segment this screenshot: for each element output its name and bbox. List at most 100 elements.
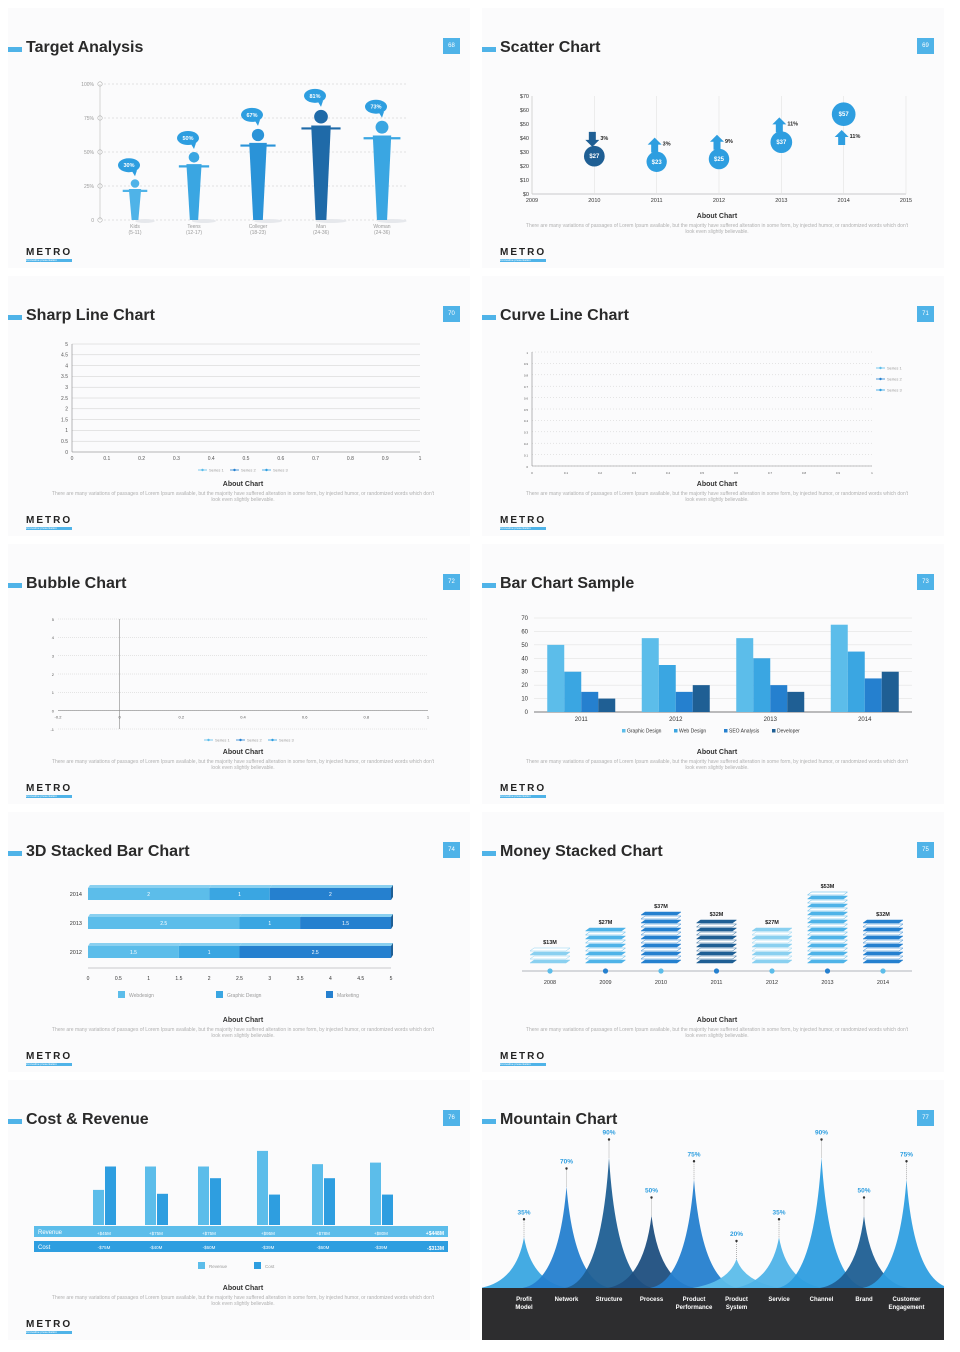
y-tick-label: 2 — [52, 672, 55, 677]
y-tick-label: 0.1 — [524, 453, 529, 457]
y-tick-label: 0.6 — [524, 396, 529, 400]
value-label: $53M — [821, 884, 835, 890]
slide-number: 70 — [443, 306, 460, 322]
x-tick-label: 2008 — [544, 980, 556, 986]
money-bill — [751, 959, 793, 964]
metro-logo: METRO innovative presentation — [500, 1051, 547, 1066]
percent-bubble — [241, 107, 263, 122]
about-chart-text: There are many variations of passages of… — [525, 491, 909, 503]
about-chart-text: There are many variations of passages of… — [51, 1027, 435, 1039]
y-tick-label: 40 — [521, 656, 528, 662]
x-tick-label: 5 — [390, 976, 393, 982]
y-tick-label: 2012 — [70, 950, 82, 956]
percent-bubble — [118, 158, 140, 173]
money-bill — [695, 935, 738, 940]
revenue-bar — [312, 1164, 323, 1225]
body — [311, 125, 331, 220]
value-label: $37M — [654, 904, 668, 910]
category-range: (5-11) — [129, 230, 142, 236]
x-tick-label: 0.6 — [734, 471, 739, 475]
body — [128, 189, 142, 220]
segment-label: 2.5 — [160, 921, 167, 927]
y-tick-label: 0.8 — [524, 374, 529, 378]
legend-label: Series 1 — [887, 366, 902, 371]
about-chart-text: There are many variations of passages of… — [525, 759, 909, 771]
category-label: Channel — [809, 1297, 834, 1303]
revenue-value: +$80M — [374, 1231, 388, 1236]
category-label: Product Performance — [675, 1297, 713, 1311]
x-tick-label: 2012 — [669, 717, 683, 723]
y-tick-label: $20 — [520, 164, 529, 170]
slide-number: 73 — [917, 574, 934, 590]
x-tick-label: 4.5 — [357, 976, 364, 982]
legend-label: Web Design — [679, 729, 706, 735]
legend-swatch — [254, 1262, 261, 1269]
arrow-down-icon — [585, 131, 600, 147]
value-label: $27M — [599, 920, 613, 926]
y-tick-label: 0 — [91, 218, 94, 224]
category-label: Product System — [725, 1297, 748, 1311]
slide-title: Mountain Chart — [500, 1111, 618, 1128]
mountain-peak — [607, 1215, 696, 1288]
head — [188, 152, 200, 163]
money-bill — [584, 935, 627, 940]
bar-segment — [300, 917, 391, 929]
y-tick-label: 0.5 — [61, 439, 68, 445]
title-accent-bar — [8, 47, 22, 52]
head — [375, 120, 389, 134]
arrow-up-icon — [710, 134, 724, 150]
money-bill — [640, 943, 682, 948]
money-bill — [640, 931, 682, 936]
y-tick-label: 1 — [526, 351, 528, 355]
legend-label: Cost — [265, 1264, 275, 1269]
change-label: 3% — [600, 136, 608, 142]
scatter-point — [583, 145, 605, 167]
y-tick-label: 1 — [52, 690, 55, 695]
money-bill — [862, 939, 904, 944]
segment-label: 2 — [329, 892, 332, 898]
revenue-bar — [370, 1162, 381, 1225]
percent-bubble — [177, 131, 199, 145]
percent-label: 50% — [182, 136, 193, 142]
about-chart-text: There are many variations of passages of… — [51, 1295, 435, 1307]
percent-label: 30% — [123, 163, 134, 169]
segment-label: 2.5 — [312, 950, 319, 956]
legend-swatch — [724, 729, 728, 733]
mountain-chart: 35% 70% 90% 50% 75% 20% 35% 90% 50% 75% — [482, 1130, 944, 1288]
category-label: Kids — [130, 224, 140, 230]
y-tick-label: 0 — [52, 708, 55, 713]
cost-value: -$39M — [262, 1245, 275, 1250]
peak-marker — [522, 1218, 526, 1221]
title-accent-bar — [8, 315, 22, 320]
point-label: $23 — [652, 160, 663, 166]
x-tick-label: 1 — [419, 456, 422, 462]
x-tick-label: 2011 — [651, 198, 663, 204]
x-tick-label: 1 — [147, 976, 150, 982]
money-bill — [584, 951, 627, 956]
metro-logo: METRO innovative presentation — [26, 247, 73, 262]
cost-value: -$39M — [375, 1245, 388, 1250]
category-range: (18-23) — [250, 230, 266, 236]
person-silhouette — [178, 152, 217, 223]
cost-value: -$60M — [203, 1245, 216, 1250]
x-tick-label: 2012 — [766, 980, 778, 986]
category-range: (24-36) — [374, 230, 390, 236]
mountain-peak — [565, 1157, 653, 1288]
bar — [770, 685, 788, 712]
cost-total: -$313M — [427, 1246, 444, 1252]
y-tick-label: $30 — [520, 150, 529, 156]
slide-3d-stacked-bar-chart: 3D Stacked Bar Chart 74 2014 2 1 2 2013 2.5 1 1… — [8, 812, 470, 1072]
slide-number: 77 — [917, 1110, 934, 1126]
person-silhouette — [301, 109, 347, 223]
x-tick-label: 3.5 — [297, 976, 304, 982]
bar-chart-sample: 70 60 50 40 30 20 10 0 2011 2012 2013 2014 Graphic D… — [521, 616, 912, 735]
metro-logo: METRO innovative presentation — [26, 783, 73, 798]
about-chart-title: About Chart — [222, 481, 264, 488]
legend-label: Graphic Design — [627, 729, 662, 735]
mountain-peak — [482, 1237, 568, 1288]
x-tick-label: 0.6 — [277, 456, 284, 462]
cost-bar — [157, 1193, 168, 1225]
money-bill — [806, 895, 849, 900]
money-bill — [584, 947, 627, 952]
